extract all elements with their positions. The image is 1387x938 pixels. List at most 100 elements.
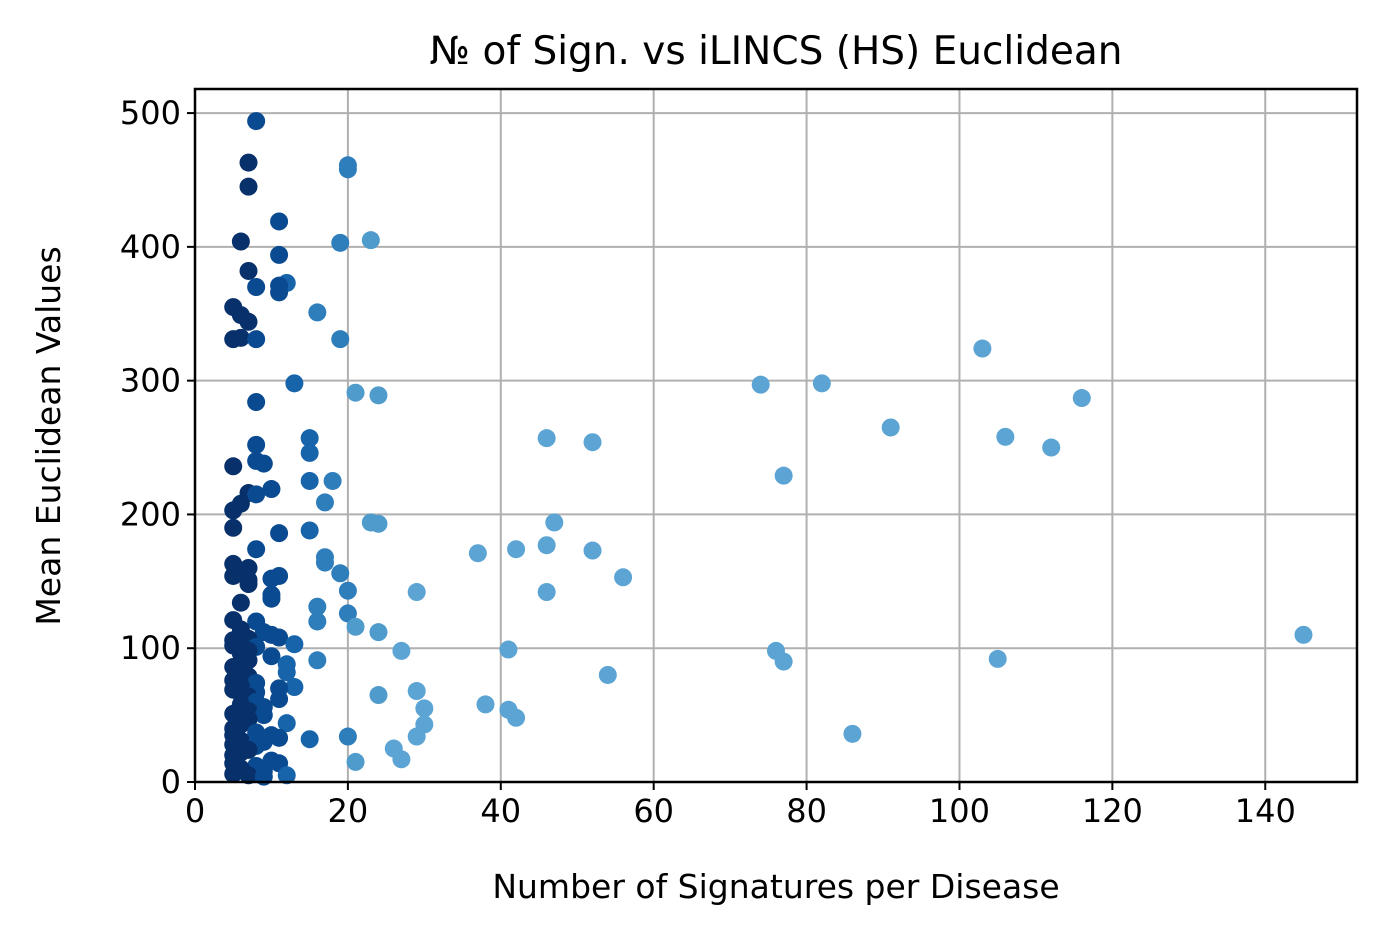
data-point — [614, 568, 633, 587]
data-point — [537, 536, 556, 555]
data-point — [300, 443, 319, 462]
data-point — [231, 232, 250, 251]
data-point — [224, 501, 243, 520]
data-point — [774, 466, 793, 485]
data-point — [247, 278, 266, 296]
data-point — [270, 690, 289, 709]
data-point — [346, 617, 365, 636]
x-axis-ticks: 0 20 40 60 80 100 120 140 — [185, 782, 1296, 830]
data-point — [369, 623, 388, 642]
data-point — [308, 612, 327, 631]
data-point — [224, 518, 243, 537]
y-tick-label: 0 — [161, 763, 181, 801]
data-point — [300, 471, 319, 490]
data-point — [392, 641, 411, 660]
data-point — [239, 312, 258, 331]
data-point — [247, 112, 266, 131]
data-point — [415, 699, 434, 718]
data-point — [247, 330, 266, 349]
data-point — [254, 454, 273, 473]
data-point — [346, 752, 365, 771]
data-point — [247, 435, 266, 454]
data-point — [545, 513, 564, 532]
data-point — [843, 724, 862, 743]
data-point — [308, 651, 327, 670]
y-axis-label: Mean Euclidean Values — [29, 246, 68, 625]
data-point — [537, 583, 556, 602]
x-tick-label: 120 — [1082, 792, 1143, 830]
data-point — [277, 766, 296, 785]
data-points — [224, 112, 1313, 786]
data-point — [231, 593, 250, 612]
data-point — [262, 589, 281, 608]
x-tick-label: 140 — [1235, 792, 1296, 830]
y-tick-label: 100 — [120, 629, 181, 667]
data-point — [262, 569, 281, 588]
data-point — [270, 212, 289, 231]
chart-title: № of Sign. vs iLINCS (HS) Euclidean — [430, 29, 1123, 74]
data-point — [270, 283, 289, 302]
data-point — [247, 393, 266, 412]
data-point — [338, 160, 357, 179]
data-point — [361, 231, 380, 250]
data-point — [285, 635, 304, 654]
data-point — [507, 708, 526, 727]
x-axis-label: Number of Signatures per Disease — [492, 867, 1059, 906]
data-point — [881, 418, 900, 437]
data-point — [285, 374, 304, 393]
data-point — [331, 330, 350, 349]
y-axis-ticks: 0 100 200 300 400 500 — [120, 94, 195, 801]
data-point — [392, 750, 411, 769]
y-tick-label: 200 — [120, 495, 181, 533]
data-point — [407, 682, 426, 701]
data-point — [315, 493, 334, 512]
data-point — [988, 649, 1007, 668]
data-point — [262, 480, 281, 499]
data-point — [338, 727, 357, 746]
plot-frame — [193, 87, 1359, 784]
x-tick-label: 60 — [633, 792, 674, 830]
data-point — [476, 695, 495, 714]
data-point — [323, 471, 342, 490]
data-point — [812, 374, 831, 393]
data-point — [224, 457, 243, 476]
data-point — [262, 647, 281, 666]
data-point — [331, 233, 350, 252]
data-point — [1294, 625, 1313, 644]
x-tick-label: 40 — [480, 792, 521, 830]
data-point — [1072, 389, 1091, 408]
data-point — [331, 564, 350, 583]
data-point — [231, 328, 250, 347]
gridlines — [194, 89, 1357, 783]
data-point — [973, 339, 992, 358]
data-point — [751, 375, 770, 394]
data-point — [247, 485, 266, 504]
y-tick-label: 300 — [120, 362, 181, 400]
data-point — [369, 514, 388, 533]
data-point — [1042, 438, 1061, 457]
data-point — [224, 764, 243, 783]
data-point — [270, 728, 289, 747]
data-point — [338, 581, 357, 600]
data-point — [270, 245, 289, 264]
data-point — [247, 540, 266, 559]
x-tick-label: 0 — [185, 792, 205, 830]
data-point — [308, 597, 327, 616]
x-tick-label: 80 — [786, 792, 827, 830]
data-point — [239, 261, 258, 280]
data-point — [285, 678, 304, 697]
data-point — [537, 429, 556, 448]
data-point — [369, 386, 388, 405]
data-point — [407, 727, 426, 746]
y-tick-label: 500 — [120, 94, 181, 132]
data-point — [239, 575, 258, 593]
data-point — [499, 640, 518, 659]
data-point — [774, 652, 793, 671]
data-point — [315, 553, 334, 572]
data-point — [338, 604, 357, 623]
data-point — [507, 540, 526, 559]
y-tick-label: 400 — [120, 228, 181, 266]
data-point — [598, 665, 617, 684]
